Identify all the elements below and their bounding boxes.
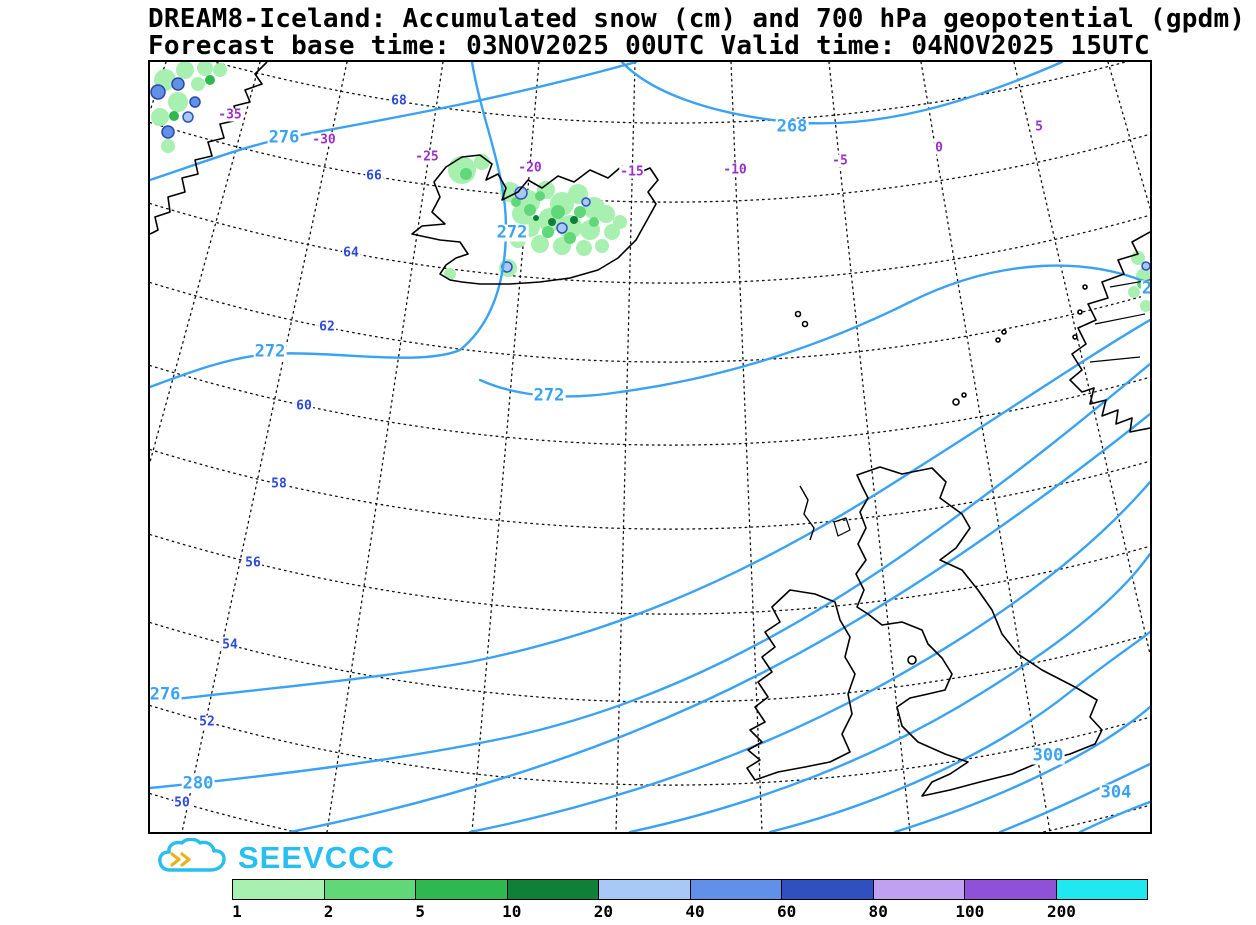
latitude-label: 50: [173, 795, 191, 811]
orkney-island: [952, 398, 960, 406]
legend-tick-label: 40: [685, 902, 705, 921]
contour-label: 300: [1031, 745, 1065, 766]
coastlines: [150, 62, 1150, 797]
legend-segment: [690, 880, 782, 899]
legend-tick-label: 100: [955, 902, 985, 921]
greenland-coastline: [150, 62, 268, 235]
contour-296: [768, 630, 1150, 832]
seevccc-logo: SEEVCCC: [146, 838, 395, 876]
legend-segment: [599, 880, 691, 899]
legend-tick-label: 200: [1046, 902, 1076, 921]
contour-label: 276: [149, 684, 182, 705]
contour-284: [288, 412, 1150, 832]
chart-title: DREAM8-Iceland: Accumulated snow (cm) an…: [148, 4, 1246, 34]
latitude-label: 64: [342, 245, 360, 261]
legend-tick-label: 5: [415, 902, 426, 921]
legend-tick-label: 60: [776, 902, 797, 921]
longitude-label: -5: [831, 153, 849, 169]
contour-292: [628, 552, 1150, 832]
legend-tick-label: 2: [323, 902, 334, 921]
contour-label: 272: [532, 385, 566, 406]
longitude-label: -30: [311, 132, 337, 148]
latitude-label: 56: [244, 555, 262, 571]
contour-288: [468, 480, 1150, 832]
latitude-label: 58: [270, 476, 288, 492]
contour-label: 276: [267, 127, 301, 148]
latitude-label: 66: [365, 168, 383, 184]
snow-shading-greenland: [150, 62, 227, 153]
snow-shading-norway: [1128, 251, 1150, 312]
map-canvas: [150, 62, 1150, 832]
contour-label: 280: [181, 773, 215, 794]
contour-corner: [1078, 800, 1150, 832]
latitude-label: 52: [198, 714, 216, 730]
latitude-label: 68: [390, 93, 408, 109]
longitude-label: -25: [414, 149, 440, 165]
contour-304: [998, 762, 1150, 832]
snow-color-scale-labels: 1 2 5 10 20 40 60 80 100 200: [232, 902, 1148, 922]
norway-skerry: [1077, 309, 1083, 315]
skye-island: [833, 517, 851, 537]
cloud-icon: [158, 838, 226, 872]
legend-segment: [873, 880, 965, 899]
legend-segment: [782, 880, 874, 899]
great-britain-coastline: [855, 466, 1103, 797]
legend-segment: [965, 880, 1057, 899]
contour-280: [150, 362, 1150, 790]
norway-coastline: [1069, 231, 1150, 433]
contour-label: 268: [775, 116, 809, 137]
shetland-island-2: [1001, 329, 1007, 335]
faroe-island-2: [801, 320, 809, 328]
chart-subtitle: Forecast base time: 03NOV2025 00UTC Vali…: [148, 33, 1150, 60]
contour-label: 2: [1140, 278, 1152, 299]
contour-label: 304: [1099, 782, 1133, 803]
legend-segment: [233, 880, 325, 899]
ireland-coastline: [746, 589, 856, 781]
contour-276-upper: [150, 62, 638, 182]
longitude-label: 5: [1034, 119, 1044, 135]
longitude-label: -35: [217, 107, 243, 123]
contour-272-iceland: [150, 62, 508, 389]
shetland-island: [995, 337, 1001, 343]
longitude-label: -10: [722, 162, 748, 178]
legend-segment: [507, 880, 599, 899]
faroe-island: [794, 310, 802, 318]
orkney-island-2: [961, 392, 967, 398]
longitude-label: -15: [619, 164, 645, 180]
weather-map: 276 268 272 272 272 276 280 300 304 2 -35 -30 -25 -20…: [148, 60, 1152, 834]
isle-of-man: [907, 655, 917, 665]
contour-label: 272: [495, 222, 529, 243]
norway-skerry-2: [1072, 334, 1078, 340]
forecast-base-time: Forecast base time: 03NOV2025 00UTC: [148, 31, 705, 61]
longitude-label: 0: [934, 140, 944, 156]
legend-segment: [1056, 880, 1147, 899]
hebrides-islands: [799, 485, 815, 541]
legend-tick-label: 20: [593, 902, 614, 921]
legend-segment: [324, 880, 416, 899]
latitude-label: 62: [318, 319, 336, 335]
legend-tick-label: 80: [868, 902, 888, 921]
snow-shading-iceland: [444, 154, 627, 280]
legend-tick-label: 1: [232, 902, 242, 921]
map-label-layer: 276 268 272 272 272 276 280 300 304 2 -35 -30 -25 -20…: [150, 62, 1150, 832]
latitude-label: 54: [221, 637, 239, 653]
latitude-label: 60: [295, 398, 313, 414]
contour-300: [893, 705, 1150, 832]
legend-segment: [416, 880, 508, 899]
longitude-label: -20: [517, 160, 543, 176]
snow-color-scale: [232, 879, 1148, 900]
contour-label: 272: [253, 341, 287, 362]
iceland-coastline: [411, 154, 659, 285]
norway-skerry-3: [1082, 284, 1088, 290]
legend-tick-label: 10: [502, 902, 522, 921]
logo-text: SEEVCCC: [238, 839, 395, 875]
contour-276-lower: [150, 318, 1150, 704]
valid-time: Valid time: 04NOV2025 15UTC: [720, 31, 1150, 61]
